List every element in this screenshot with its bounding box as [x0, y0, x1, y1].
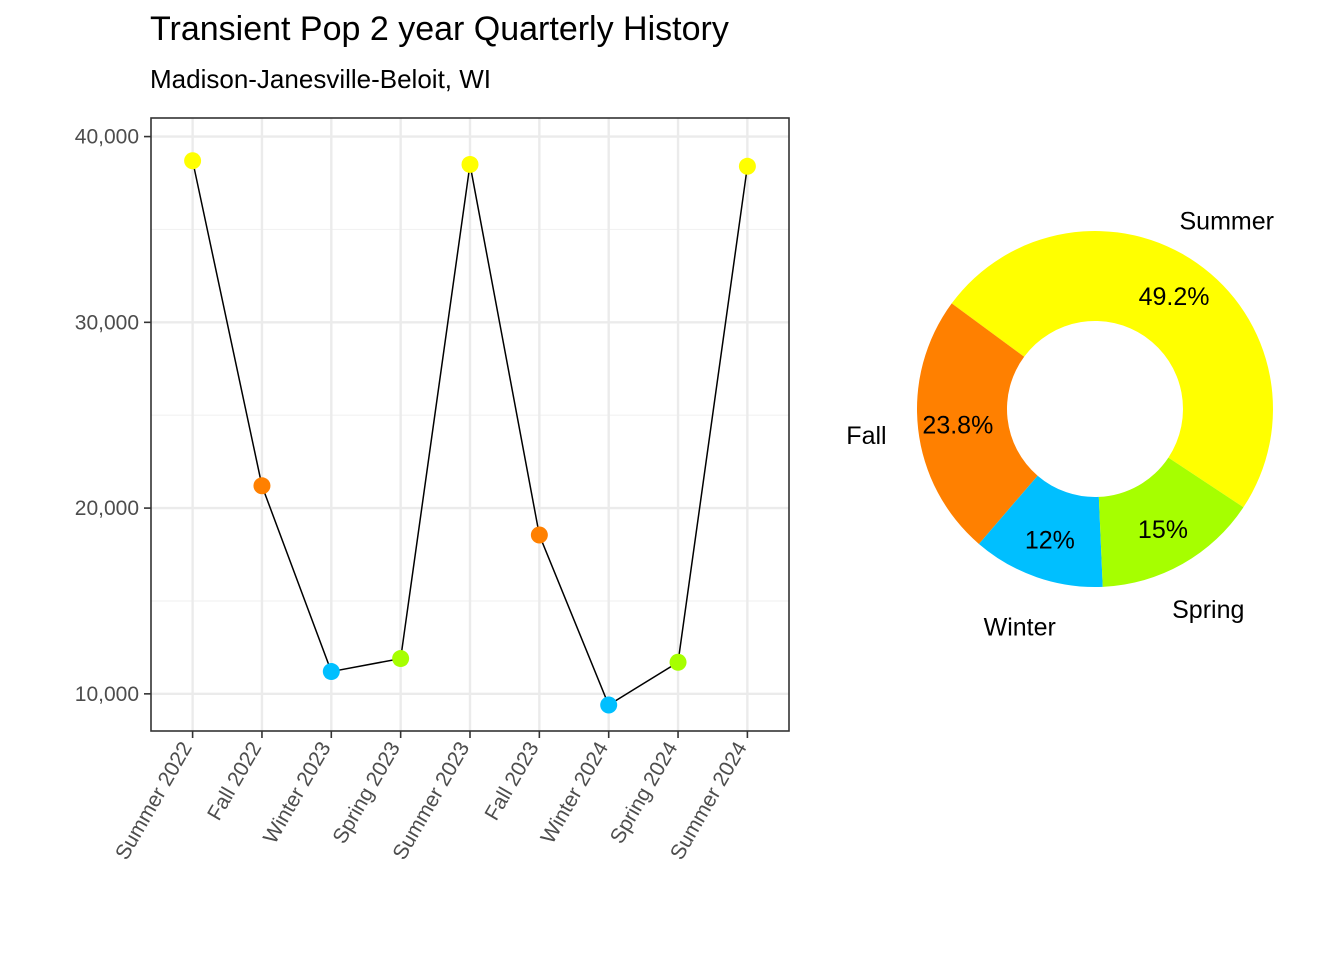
slice-fall	[916, 303, 1038, 544]
x-tick-label: Winter 2023	[259, 738, 336, 848]
y-tick-label: 20,000	[75, 497, 139, 520]
slice-category-label: Summer	[1179, 207, 1273, 235]
slice-percent-label: 49.2%	[1139, 283, 1210, 311]
data-point	[669, 653, 687, 671]
y-tick-label: 10,000	[75, 683, 139, 706]
x-tick-label: Winter 2024	[536, 738, 613, 848]
y-tick-label: 40,000	[75, 126, 139, 149]
slice-category-label: Fall	[846, 422, 886, 450]
data-point	[738, 157, 756, 175]
x-tick-label: Fall 2022	[203, 738, 266, 824]
chart-subtitle: Madison-Janesville-Beloit, WI	[150, 64, 492, 94]
slice-winter	[978, 475, 1103, 587]
slice-percent-label: 15%	[1138, 516, 1188, 544]
x-tick-label: Summer 2024	[666, 738, 752, 864]
data-point	[530, 526, 548, 544]
slice-percent-label: 23.8%	[922, 412, 993, 440]
donut-chart-panel: 49.2% Summer 23.8% Fall 12% Winter 15% Spring	[846, 207, 1274, 641]
data-point	[461, 155, 479, 173]
x-tick-label: Spring 2024	[606, 738, 683, 848]
x-tick-label: Fall 2023	[481, 738, 544, 824]
x-tick-label: Summer 2023	[388, 738, 474, 864]
slice-summer	[951, 231, 1273, 508]
chart-title: Transient Pop 2 year Quarterly History	[150, 10, 729, 48]
x-tick-label: Spring 2023	[328, 738, 405, 848]
data-point	[184, 152, 202, 170]
slice-percent-label: 12%	[1025, 526, 1075, 554]
slice-category-label: Winter	[984, 613, 1056, 641]
data-point	[253, 477, 271, 495]
x-tick-label: Summer 2022	[111, 738, 197, 864]
y-tick-label: 30,000	[75, 311, 139, 334]
data-point	[322, 663, 340, 681]
slice-spring	[1098, 457, 1244, 587]
data-point	[392, 650, 410, 668]
data-point	[600, 696, 618, 714]
slice-category-label: Spring	[1172, 596, 1244, 624]
